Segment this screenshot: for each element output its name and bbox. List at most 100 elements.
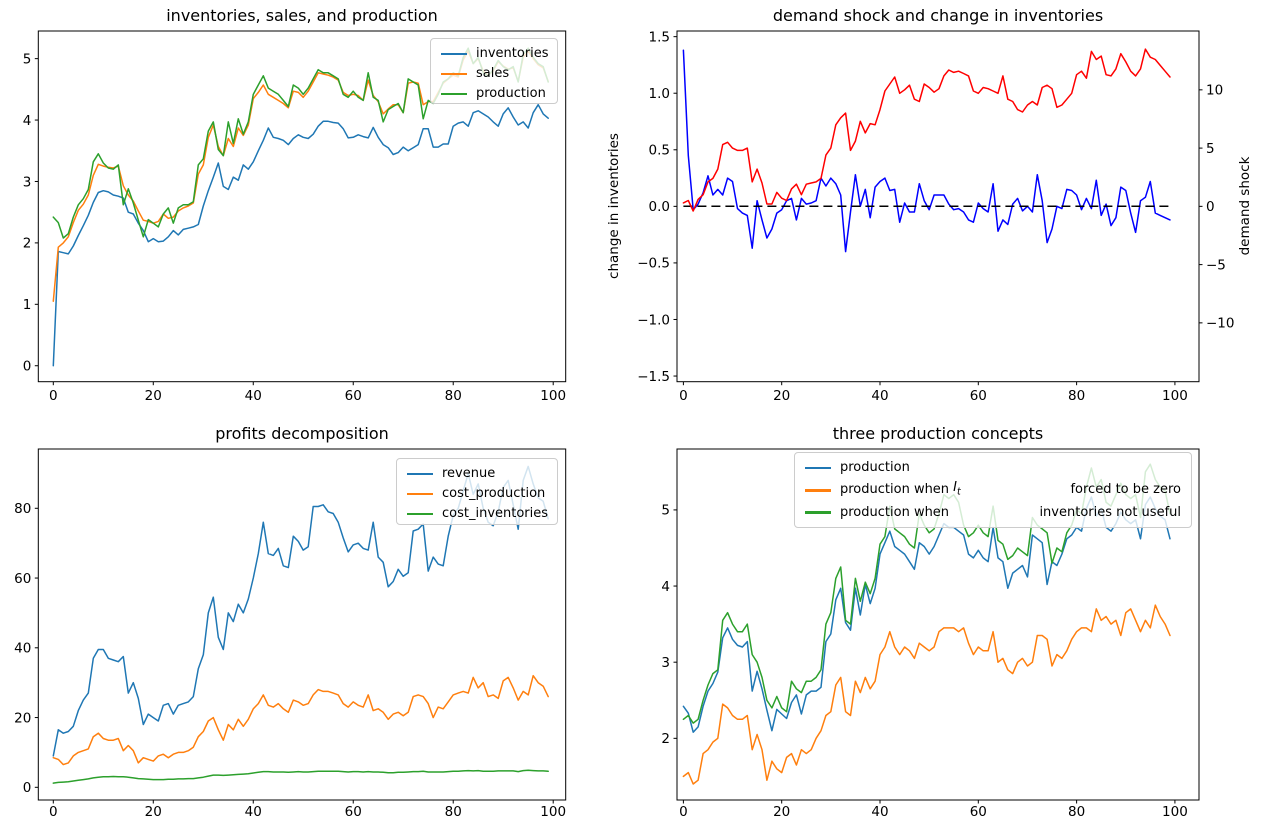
- x-tick-label: 40: [871, 804, 888, 820]
- y-tick-label: −1.5: [637, 369, 670, 385]
- series-line-production-when-it-forced-to-be-zero: [682, 604, 1171, 785]
- legend-label-right: forced to be zero: [1070, 482, 1181, 498]
- y-tick-label: 80: [14, 501, 31, 517]
- y-right-tick-label: 5: [1206, 141, 1215, 157]
- series-line-production: [682, 496, 1171, 733]
- axes-spines: [37, 448, 567, 801]
- y-tick-label: 4: [661, 579, 670, 595]
- x-tick-label: 80: [1068, 804, 1085, 820]
- x-tick-label: 0: [49, 804, 58, 820]
- y-tick-label: 0.5: [649, 143, 670, 159]
- x-tick-label: 40: [871, 388, 888, 404]
- y-tick-label: 2: [23, 236, 32, 252]
- legend-entry-left: sales: [441, 65, 509, 83]
- legend-item-cost-production: cost_production: [407, 484, 547, 504]
- y-tick-label: −0.5: [637, 256, 670, 272]
- x-tick-label: 80: [1068, 388, 1085, 404]
- y-tick-label: 1.5: [649, 29, 670, 45]
- legend-label: production when: [840, 504, 950, 520]
- legend-item-production: production: [805, 458, 1181, 478]
- series-line-demand-shock: [682, 48, 1171, 212]
- legend-label: production: [840, 460, 910, 475]
- legend-label: revenue: [442, 466, 496, 481]
- legend-label-right: inventories not useful: [1039, 504, 1181, 520]
- series-line-change-in-inventories: [682, 49, 1171, 253]
- legend-label: cost_inventories: [442, 506, 549, 521]
- x-tick-label: 20: [773, 804, 790, 820]
- series-line-inventories: [52, 103, 549, 367]
- legend-line-swatch-inventories: [441, 52, 467, 56]
- y-right-tick-label: 10: [1206, 83, 1223, 99]
- legend-inventories-sales-and-production: inventories sales production: [430, 38, 558, 104]
- x-tick-label: 20: [145, 804, 162, 820]
- y-right-tick-label: −5: [1206, 257, 1226, 273]
- y-right-tick-label: 0: [1206, 199, 1215, 215]
- legend-entry-left: production when: [805, 504, 949, 522]
- chart-title-inventories-sales-production: inventories, sales, and production: [166, 6, 438, 25]
- x-tick-label: 40: [245, 388, 262, 404]
- x-tick-label: 100: [1162, 804, 1188, 820]
- chart-title-three-production-concepts: three production concepts: [833, 424, 1044, 443]
- x-tick-label: 60: [345, 388, 362, 404]
- x-tick-label: 40: [245, 804, 262, 820]
- legend-line-swatch-production-when-it-forced-to-be-zero: [805, 489, 831, 492]
- legend-item-production: production: [441, 84, 547, 104]
- chart-title-profits-decomposition: profits decomposition: [215, 424, 389, 443]
- legend-line-swatch-sales: [441, 72, 467, 76]
- legend-line-swatch-production: [441, 92, 467, 96]
- series-line-cost-inventories: [52, 769, 549, 784]
- legend-line-swatch-cost-inventories: [407, 512, 433, 516]
- chart-title-demand-shock-change-inventories: demand shock and change in inventories: [773, 6, 1103, 25]
- y-tick-label: 40: [14, 641, 31, 657]
- legend-item-revenue: revenue: [407, 464, 547, 484]
- x-tick-label: 100: [1162, 388, 1188, 404]
- series-line-cost-production: [52, 674, 549, 766]
- subplot-demand-shock-and-change-in-inventories: 0 20 40 60 80 100 1.5 1.0 0.5 0.0 −0.5 −1.0 −1.5 10 5 0…: [637, 29, 1234, 404]
- legend-label: cost_production: [442, 486, 546, 501]
- x-tick-label: 0: [679, 388, 688, 404]
- y-tick-label: 0: [23, 780, 32, 796]
- legend-label: production when: [840, 482, 950, 498]
- y-tick-label: 4: [23, 113, 32, 129]
- legend-entry-left: cost_inventories: [407, 505, 548, 523]
- legend-entry-left: production when It: [805, 479, 961, 502]
- y-tick-label: 2: [661, 731, 670, 747]
- y-tick-label: 0.0: [649, 199, 670, 215]
- x-tick-label: 60: [345, 804, 362, 820]
- legend-entry-left: cost_production: [407, 485, 545, 503]
- legend-item-inventories: inventories: [441, 44, 549, 64]
- x-tick-label: 80: [445, 388, 462, 404]
- axes-spines: [676, 448, 1200, 801]
- legend-entry-left: inventories: [441, 45, 549, 63]
- y-axis-label-change-in-inventories: change in inventories: [606, 133, 622, 279]
- subplot-three-production-concepts: 0 20 40 60 80 100 2 3 4 5: [661, 448, 1200, 820]
- legend-entry-left: revenue: [407, 465, 495, 483]
- legend-item-cost-inventories: cost_inventories: [407, 504, 548, 524]
- legend-line-swatch-revenue: [407, 472, 433, 476]
- x-tick-label: 20: [145, 388, 162, 404]
- x-tick-label: 20: [773, 388, 790, 404]
- x-tick-label: 80: [445, 804, 462, 820]
- legend-line-swatch-cost-production: [407, 492, 433, 496]
- y-right-tick-label: −10: [1206, 316, 1235, 332]
- x-tick-label: 100: [540, 388, 566, 404]
- x-tick-label: 0: [49, 388, 58, 404]
- x-tick-label: 60: [970, 804, 987, 820]
- y-tick-label: 20: [14, 710, 31, 726]
- legend-line-swatch-production-when-inventories-not-useful: [805, 511, 831, 514]
- legend-profits-decomposition: revenue cost_production cost_inventories: [396, 458, 558, 525]
- y-tick-label: 3: [661, 655, 670, 671]
- y-tick-label: −1.0: [637, 312, 670, 328]
- legend-entry-left: production: [805, 459, 910, 477]
- y-tick-label: 3: [23, 174, 32, 190]
- y-tick-label: 5: [661, 503, 670, 519]
- legend-label: production: [476, 86, 546, 101]
- legend-math-variable: It: [949, 480, 961, 498]
- x-tick-label: 100: [540, 804, 566, 820]
- y-tick-label: 5: [23, 51, 32, 67]
- legend-item-production-when-inventories-not-useful: production when inventories not useful: [805, 503, 1181, 523]
- x-tick-label: 60: [970, 388, 987, 404]
